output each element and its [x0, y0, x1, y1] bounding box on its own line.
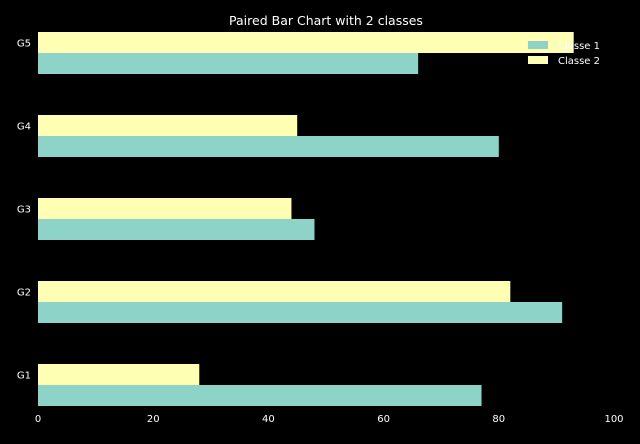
bar-g5-classe-2 — [38, 32, 574, 53]
y-tick-label-g1: G1 — [17, 371, 31, 382]
bar-g3-classe-2 — [38, 198, 292, 219]
bar-g1-classe-2 — [38, 364, 200, 385]
bar-g4-classe-1 — [38, 136, 499, 157]
legend: Classe 1 Classe 2 — [528, 41, 600, 67]
x-tick-label-80: 80 — [492, 414, 505, 425]
bar-g5-classe-1 — [38, 53, 419, 74]
y-tick-labels: G1 G2 G3 G4 G5 — [17, 39, 31, 382]
bar-g2-classe-2 — [38, 281, 511, 302]
x-tick-labels: 0 20 40 60 80 100 — [35, 414, 624, 425]
chart-title: Paired Bar Chart with 2 classes — [229, 13, 423, 28]
x-tick-label-60: 60 — [377, 414, 390, 425]
y-tick-label-g2: G2 — [17, 288, 31, 299]
x-tick-label-40: 40 — [262, 414, 275, 425]
y-tick-label-g5: G5 — [17, 39, 31, 50]
bars-layer — [38, 32, 574, 406]
y-tick-label-g4: G4 — [17, 122, 31, 133]
legend-label-2: Classe 2 — [558, 56, 600, 67]
legend-swatch-2 — [528, 56, 548, 64]
legend-swatch-1 — [528, 41, 548, 49]
y-tick-label-g3: G3 — [17, 205, 31, 216]
bar-g2-classe-1 — [38, 302, 563, 323]
bar-g4-classe-2 — [38, 115, 298, 136]
x-tick-label-100: 100 — [604, 414, 623, 425]
legend-label-1: Classe 1 — [558, 41, 600, 52]
bar-g1-classe-1 — [38, 385, 482, 406]
x-tick-label-0: 0 — [35, 414, 41, 425]
bar-g3-classe-1 — [38, 219, 315, 240]
x-tick-label-20: 20 — [147, 414, 160, 425]
